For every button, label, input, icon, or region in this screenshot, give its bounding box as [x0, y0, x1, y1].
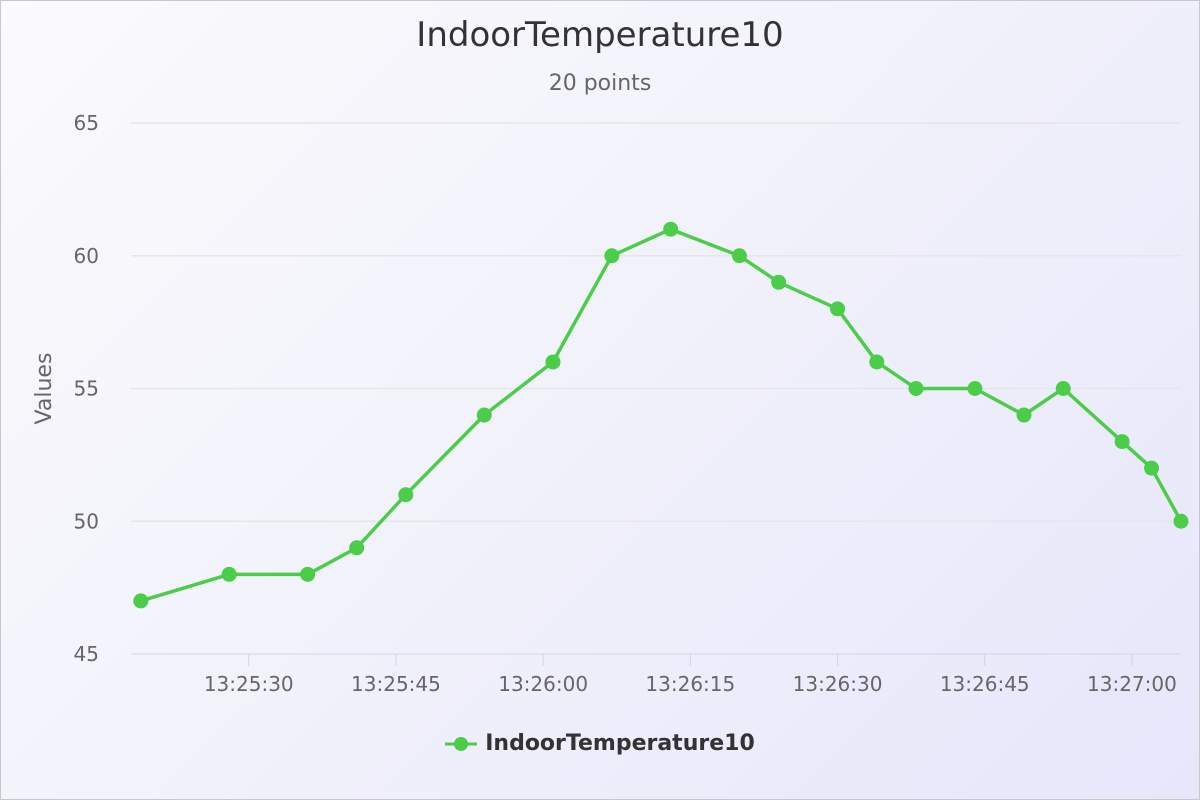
- data-point[interactable]: [1173, 513, 1189, 529]
- x-tick-label: 13:25:45: [351, 672, 441, 696]
- series-indoor-temperature10[interactable]: [133, 221, 1189, 609]
- y-axis-labels: 45 50 55 60 65: [74, 111, 99, 666]
- legend-item-indoor-temperature10[interactable]: IndoorTemperature10: [445, 731, 755, 756]
- data-point[interactable]: [133, 593, 149, 609]
- data-point[interactable]: [1144, 460, 1160, 476]
- legend: IndoorTemperature10: [1, 731, 1199, 756]
- data-point[interactable]: [908, 381, 924, 396]
- data-point[interactable]: [731, 248, 747, 264]
- data-point[interactable]: [398, 487, 414, 503]
- chart-subtitle: 20 points: [548, 71, 652, 96]
- chart-title: IndoorTemperature10: [416, 15, 784, 55]
- x-tick-label: 13:26:30: [793, 672, 883, 696]
- y-tick-label: 45: [74, 642, 99, 666]
- legend-symbol-icon: [445, 736, 478, 751]
- y-axis-title: Values: [32, 353, 57, 425]
- data-point[interactable]: [967, 381, 983, 396]
- data-point[interactable]: [300, 566, 316, 582]
- x-tick-label: 13:26:00: [498, 672, 588, 696]
- y-tick-label: 50: [74, 509, 99, 533]
- x-tick-label: 13:26:15: [645, 672, 735, 696]
- legend-label: IndoorTemperature10: [485, 731, 755, 756]
- data-point[interactable]: [1055, 381, 1071, 396]
- x-tick-label: 13:26:45: [940, 672, 1030, 696]
- x-tick-label: 13:27:00: [1087, 672, 1177, 696]
- x-axis-labels: 13:25:30 13:25:45 13:26:00 13:26:15 13:26:30…: [204, 672, 1177, 696]
- data-point[interactable]: [830, 301, 846, 317]
- data-point[interactable]: [476, 407, 492, 423]
- x-tick-label: 13:25:30: [204, 672, 294, 696]
- y-tick-label: 60: [74, 244, 99, 268]
- data-point[interactable]: [869, 354, 885, 370]
- x-axis-ticks: [248, 654, 1133, 666]
- data-point[interactable]: [545, 354, 561, 370]
- data-point[interactable]: [221, 566, 237, 582]
- grid-lines: [131, 122, 1181, 522]
- data-point[interactable]: [663, 221, 679, 237]
- series-line: [139, 227, 1183, 603]
- y-tick-label: 55: [74, 377, 99, 401]
- data-point[interactable]: [1114, 434, 1130, 450]
- data-point[interactable]: [349, 540, 365, 556]
- data-point[interactable]: [1016, 407, 1032, 423]
- data-point[interactable]: [604, 248, 620, 264]
- data-point[interactable]: [771, 274, 787, 290]
- y-tick-label: 65: [74, 111, 99, 135]
